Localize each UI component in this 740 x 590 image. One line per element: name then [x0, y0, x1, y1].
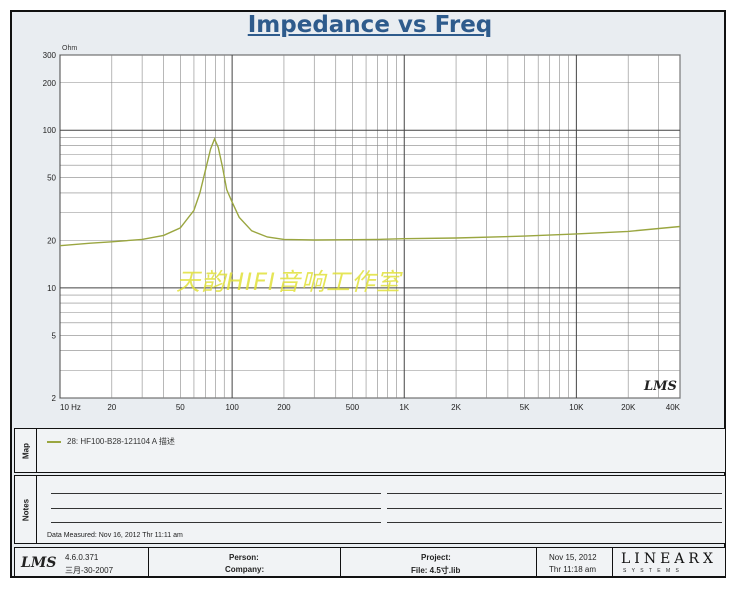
- y-tick-labels: 300 200 100 50 20 10 5 2: [43, 51, 57, 403]
- plot-logo: LMS: [643, 379, 677, 394]
- x-tick-label: 50: [176, 403, 185, 412]
- file-label: File: 4.5寸.lib: [411, 566, 461, 575]
- footer-version: 4.6.0.371: [65, 553, 99, 562]
- x-tick-label: 200: [277, 403, 291, 412]
- legend-label: 28: HF100-B28-121104 A 描述: [67, 437, 175, 446]
- x-tick-label: 1K: [399, 403, 409, 412]
- notes-line: [51, 522, 381, 523]
- legend-entry: 28: HF100-B28-121104 A 描述: [47, 436, 175, 447]
- footer-brand-cell: LINEARX S Y S T E M S: [613, 548, 725, 576]
- notes-section: Notes Data Measured: Nov 16, 2012 Thr 11…: [14, 475, 726, 544]
- chart-title: Impedance vs Freq: [247, 12, 493, 38]
- watermark: 天韵HIFI音响工作室: [176, 268, 402, 296]
- y-tick-label: 100: [43, 126, 57, 135]
- notes-line: [387, 522, 722, 523]
- impedance-chart: 10 Hz 20 50 100 200 500 1K 2K 5K 10K 20K 40K 300 200…: [43, 45, 681, 412]
- footer-date: Nov 15, 2012: [549, 553, 597, 562]
- notes-line: [387, 493, 722, 494]
- x-tick-label: 20K: [621, 403, 636, 412]
- notes-line: [387, 508, 722, 509]
- footer-logo: LMS: [21, 555, 57, 571]
- x-tick-label: 20: [107, 403, 116, 412]
- x-tick-label: 10 Hz: [60, 403, 81, 412]
- notes-tab: Notes: [15, 476, 37, 543]
- x-tick-label: 10K: [569, 403, 584, 412]
- x-tick-label: 5K: [520, 403, 530, 412]
- x-tick-label: 40K: [666, 403, 681, 412]
- notes-line: [51, 508, 381, 509]
- series-line-impedance: [59, 137, 681, 247]
- map-tab: Map: [15, 429, 37, 472]
- date-measured: Data Measured: Nov 16, 2012 Thr 11:11 am: [47, 532, 183, 539]
- x-tick-labels: 10 Hz 20 50 100 200 500 1K 2K 5K 10K 20K 40K: [60, 403, 681, 412]
- footer-time: Thr 11:18 am: [549, 565, 596, 574]
- x-tick-label: 500: [346, 403, 360, 412]
- person-label: Person:: [229, 553, 259, 562]
- x-tick-label: 2K: [451, 403, 461, 412]
- notes-line: [51, 493, 381, 494]
- y-tick-label: 300: [43, 51, 57, 60]
- y-tick-label: 10: [47, 284, 56, 293]
- footer-version-cell: LMS 4.6.0.371 三月-30-2007: [15, 548, 149, 576]
- project-label: Project:: [421, 553, 451, 562]
- grid-minor: [60, 54, 681, 399]
- brand-subtitle: S Y S T E M S: [623, 568, 681, 574]
- footer-project-cell: Project: File: 4.5寸.lib: [341, 548, 537, 576]
- grid-major: [59, 55, 680, 398]
- y-tick-label: 20: [47, 236, 56, 245]
- y-tick-label: 5: [52, 331, 57, 340]
- y-tick-label: 200: [43, 79, 57, 88]
- footer-version-date: 三月-30-2007: [65, 566, 114, 575]
- brand-logo: LINEARX: [621, 551, 717, 567]
- company-label: Company:: [225, 565, 265, 574]
- footer-date-cell: Nov 15, 2012 Thr 11:18 am: [537, 548, 613, 576]
- plot-area: [59, 54, 681, 399]
- y-tick-label: 2: [52, 394, 57, 403]
- x-tick-label: 100: [225, 403, 239, 412]
- y-axis-label: Ohm: [62, 45, 77, 52]
- footer-bar: LMS 4.6.0.371 三月-30-2007 Person: Company…: [14, 547, 726, 577]
- footer-person-cell: Person: Company:: [149, 548, 341, 576]
- map-section: Map 28: HF100-B28-121104 A 描述: [14, 428, 726, 473]
- legend-swatch: [47, 440, 61, 443]
- y-tick-label: 50: [47, 174, 56, 183]
